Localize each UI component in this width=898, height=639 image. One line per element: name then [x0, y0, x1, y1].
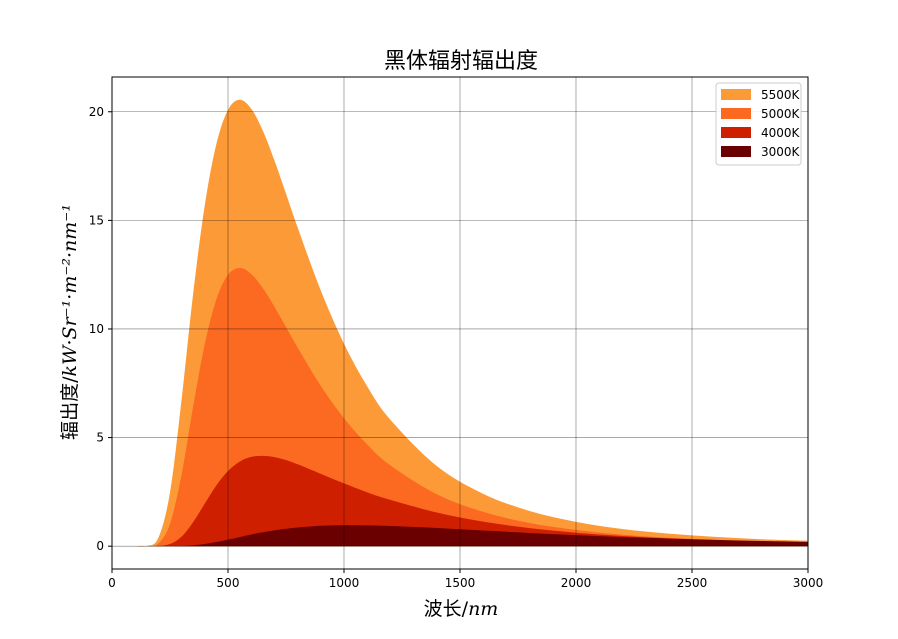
legend: 5500K 5000K 4000K 3000K [715, 82, 802, 166]
legend-label-4000K: 4000K [761, 126, 801, 140]
x-tick-label: 2000 [561, 576, 592, 590]
area-series-4000K [135, 455, 808, 547]
plot-area [111, 76, 809, 570]
area-series-group [135, 99, 808, 547]
y-axis-label: 辐出度/kW·Sr⁻¹·m⁻²·nm⁻¹ [59, 204, 81, 440]
legend-label-5000K: 5000K [761, 107, 801, 121]
area-series-3000K [135, 525, 808, 547]
y-tick-label: 20 [89, 105, 104, 119]
x-tick-label: 1000 [329, 576, 360, 590]
y-axis-ticks: 0 5 10 15 20 [89, 105, 112, 553]
chart-title: 黑体辐射辐出度 [384, 49, 538, 74]
x-axis-ticks: 0 500 1000 1500 2000 2500 3000 [108, 569, 823, 590]
legend-box [715, 82, 802, 166]
y-axis-label-unit: kW·Sr⁻¹·m⁻²·nm⁻¹ [59, 204, 81, 376]
legend-label-3000K: 3000K [761, 145, 801, 159]
legend-swatch-4000K [721, 127, 751, 138]
y-tick-label: 0 [96, 539, 104, 553]
y-tick-label: 5 [96, 431, 104, 445]
x-axis-label: 波长/nm [424, 598, 499, 620]
x-tick-label: 500 [217, 576, 240, 590]
legend-swatch-3000K [721, 146, 751, 157]
x-tick-label: 1500 [445, 576, 476, 590]
x-axis-label-unit: nm [468, 598, 498, 620]
x-tick-label: 2500 [677, 576, 708, 590]
legend-label-5500K: 5500K [761, 88, 801, 102]
x-tick-label: 0 [108, 576, 116, 590]
y-axis-label-prefix: 辐出度/ [59, 376, 81, 440]
y-tick-label: 15 [89, 213, 104, 227]
x-axis-label-prefix: 波长/ [424, 598, 469, 620]
legend-swatch-5000K [721, 108, 751, 119]
y-tick-label: 10 [89, 322, 104, 336]
x-tick-label: 3000 [793, 576, 824, 590]
legend-swatch-5500K [721, 89, 751, 100]
